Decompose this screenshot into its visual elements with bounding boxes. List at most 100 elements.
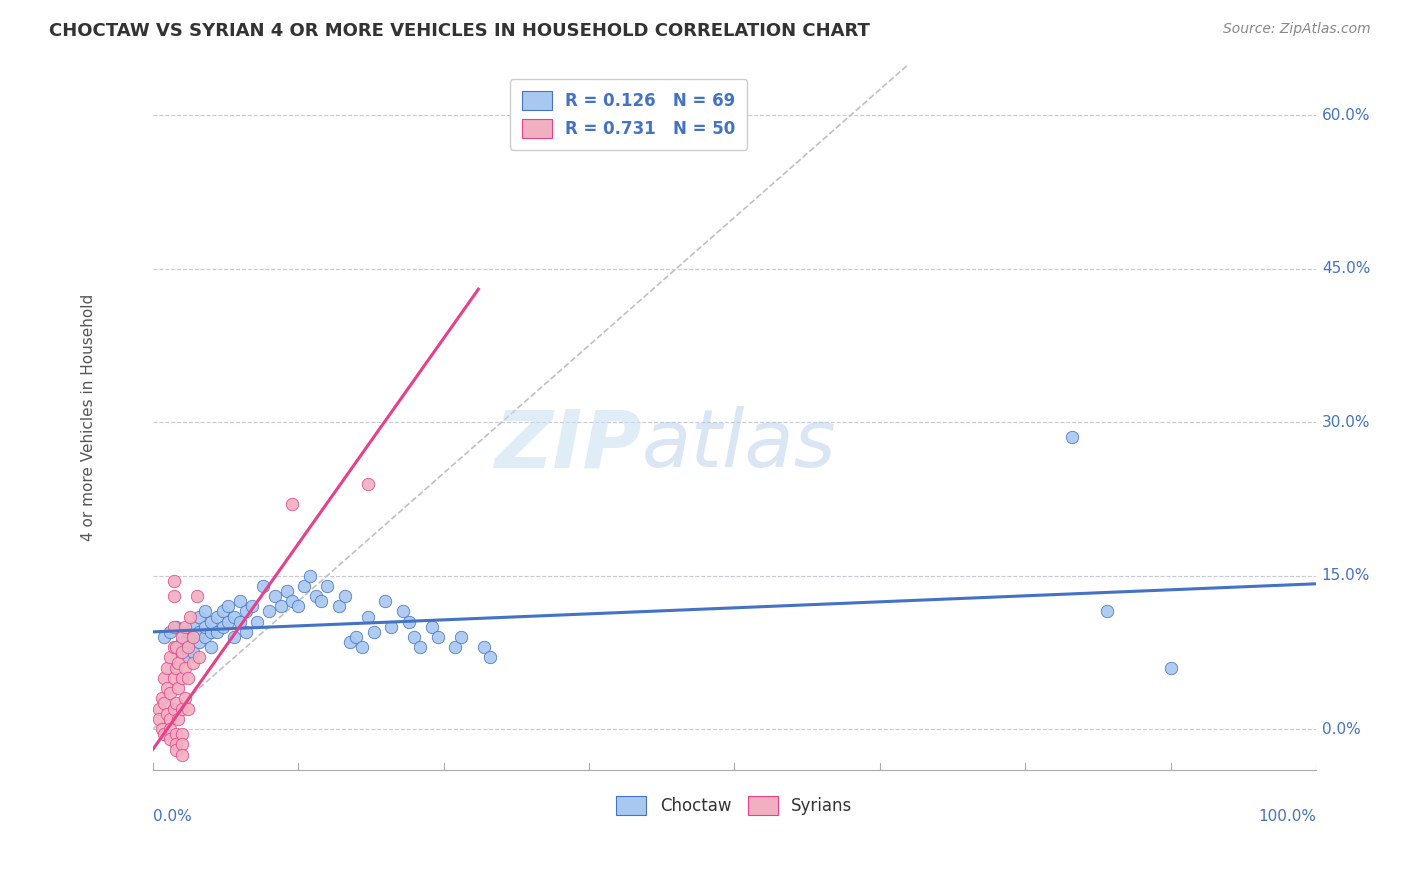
Point — [153, 630, 176, 644]
Point — [176, 701, 198, 715]
Point — [170, 727, 193, 741]
Point — [174, 620, 197, 634]
Point — [165, 727, 187, 741]
Point — [148, 701, 170, 715]
Point — [344, 630, 367, 644]
Point — [287, 599, 309, 614]
Point — [183, 630, 205, 644]
Point — [183, 645, 205, 659]
Point — [170, 635, 193, 649]
Point — [163, 620, 186, 634]
Point — [194, 620, 217, 634]
Point — [170, 738, 193, 752]
Text: CHOCTAW VS SYRIAN 4 OR MORE VEHICLES IN HOUSEHOLD CORRELATION CHART: CHOCTAW VS SYRIAN 4 OR MORE VEHICLES IN … — [49, 22, 870, 40]
Point — [174, 691, 197, 706]
Point — [163, 589, 186, 603]
Text: 45.0%: 45.0% — [1322, 261, 1371, 277]
Point — [281, 497, 304, 511]
Point — [176, 624, 198, 639]
Point — [333, 589, 356, 603]
Point — [304, 589, 326, 603]
Point — [292, 579, 315, 593]
Point — [1060, 430, 1083, 444]
Point — [186, 589, 208, 603]
Text: 60.0%: 60.0% — [1322, 108, 1371, 123]
Point — [167, 681, 190, 695]
Text: 0.0%: 0.0% — [1322, 722, 1361, 737]
Point — [179, 609, 201, 624]
Point — [188, 624, 211, 639]
Point — [200, 615, 222, 629]
Point — [235, 624, 257, 639]
Point — [205, 609, 228, 624]
Point — [211, 604, 233, 618]
Text: 30.0%: 30.0% — [1322, 415, 1371, 430]
Point — [229, 615, 252, 629]
Point — [404, 630, 426, 644]
Point — [170, 645, 193, 659]
Point — [217, 599, 239, 614]
Point — [380, 620, 402, 634]
Point — [156, 661, 179, 675]
Point — [167, 712, 190, 726]
Point — [153, 697, 176, 711]
Point — [444, 640, 467, 655]
Point — [1095, 604, 1118, 618]
Point — [165, 742, 187, 756]
Point — [252, 579, 274, 593]
Point — [240, 599, 263, 614]
Point — [357, 609, 380, 624]
Point — [188, 609, 211, 624]
Legend: Choctaw, Syrians: Choctaw, Syrians — [606, 786, 862, 825]
Point — [224, 609, 246, 624]
Point — [398, 615, 420, 629]
Point — [200, 640, 222, 655]
Point — [159, 624, 181, 639]
Point — [200, 624, 222, 639]
Point — [392, 604, 415, 618]
Point — [194, 604, 217, 618]
Text: 15.0%: 15.0% — [1322, 568, 1371, 583]
Point — [150, 691, 173, 706]
Point — [148, 712, 170, 726]
Point — [183, 620, 205, 634]
Point — [163, 671, 186, 685]
Point — [163, 701, 186, 715]
Point — [159, 712, 181, 726]
Point — [159, 686, 181, 700]
Point — [159, 650, 181, 665]
Point — [479, 650, 502, 665]
Point — [1160, 661, 1182, 675]
Text: Source: ZipAtlas.com: Source: ZipAtlas.com — [1223, 22, 1371, 37]
Point — [170, 645, 193, 659]
Point — [194, 630, 217, 644]
Point — [229, 594, 252, 608]
Point — [339, 635, 361, 649]
Point — [311, 594, 333, 608]
Point — [165, 620, 187, 634]
Text: 4 or more Vehicles in Household: 4 or more Vehicles in Household — [82, 293, 96, 541]
Point — [188, 635, 211, 649]
Point — [276, 584, 298, 599]
Text: atlas: atlas — [641, 406, 837, 484]
Point — [409, 640, 432, 655]
Point — [156, 706, 179, 721]
Point — [257, 604, 280, 618]
Text: 0.0%: 0.0% — [153, 809, 191, 824]
Point — [170, 747, 193, 762]
Point — [170, 671, 193, 685]
Point — [176, 640, 198, 655]
Point — [328, 599, 350, 614]
Point — [153, 727, 176, 741]
Point — [174, 661, 197, 675]
Point — [183, 630, 205, 644]
Point — [163, 574, 186, 588]
Point — [270, 599, 292, 614]
Point — [352, 640, 374, 655]
Point — [205, 624, 228, 639]
Point — [183, 656, 205, 670]
Point — [450, 630, 472, 644]
Point — [167, 656, 190, 670]
Point — [170, 630, 193, 644]
Point — [357, 476, 380, 491]
